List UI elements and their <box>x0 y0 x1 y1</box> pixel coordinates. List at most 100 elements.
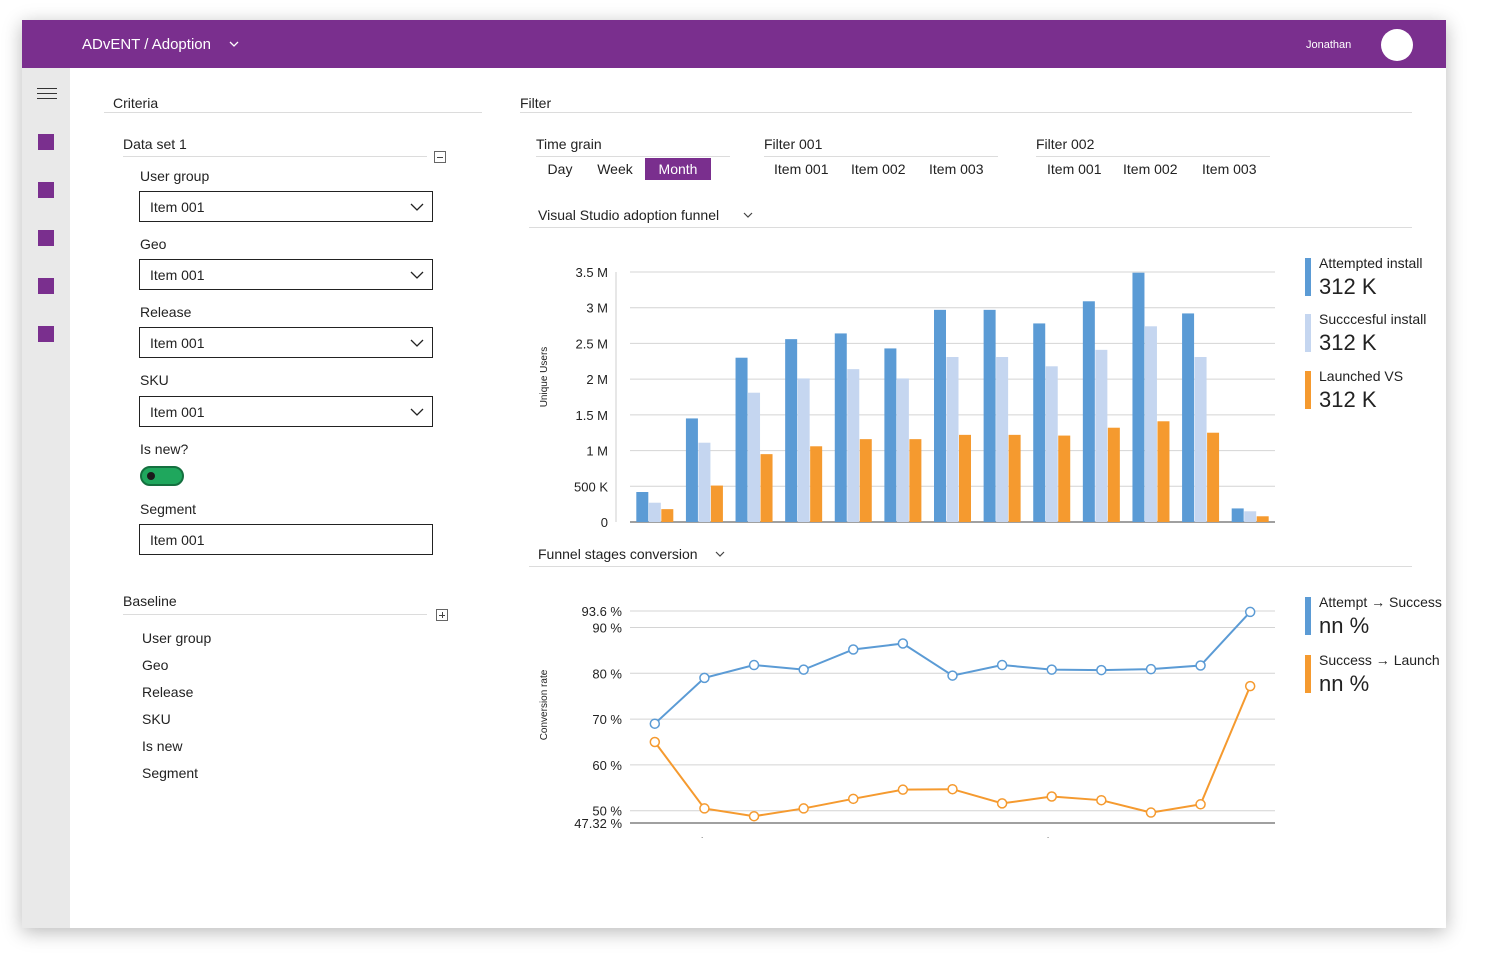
filter-001-item[interactable]: Item 001 <box>774 161 829 177</box>
funnel-chart-title[interactable]: Visual Studio adoption funnel <box>538 207 720 223</box>
time-grain-divider <box>536 156 730 157</box>
y-tick-label: 80 % <box>592 666 622 681</box>
nav-item-5[interactable] <box>38 326 54 342</box>
bar <box>859 439 872 522</box>
expand-baseline-button[interactable] <box>436 609 448 621</box>
time-grain-day[interactable]: Day <box>547 161 573 177</box>
filter-002-item[interactable]: Item 003 <box>1202 161 1257 177</box>
data-point <box>1244 606 1256 618</box>
bar <box>810 446 823 522</box>
data-point <box>848 793 859 805</box>
filter-002-item[interactable]: Item 002 <box>1123 161 1178 177</box>
x-tick-label: Jan 16 <box>983 835 1022 838</box>
chevron-down-icon[interactable] <box>228 38 240 50</box>
app-window: ADvENT / Adoption Jonathan Criteria Data… <box>22 20 1446 928</box>
data-point <box>996 798 1008 809</box>
baseline-item[interactable]: SKU <box>142 711 171 727</box>
bar <box>1132 272 1145 522</box>
is-new-label: Is new? <box>140 441 189 457</box>
bar <box>1244 511 1257 522</box>
x-tick-label: Jun 15 <box>635 835 674 838</box>
data-point <box>848 644 859 655</box>
avatar[interactable] <box>1381 29 1413 61</box>
x-tick-label: Aug 15 <box>733 835 774 838</box>
filter-002-item[interactable]: Item 001 <box>1047 161 1102 177</box>
baseline-item[interactable]: User group <box>142 630 212 646</box>
bar <box>1107 427 1120 522</box>
x-tick-label: Oct 15 <box>834 835 872 838</box>
bar <box>1058 435 1071 522</box>
sku-dropdown[interactable]: Item 001 <box>139 396 433 427</box>
data-point <box>1096 794 1107 806</box>
nav-item-4[interactable] <box>38 278 54 294</box>
y-tick-label: 1 M <box>586 444 608 459</box>
baseline-item[interactable]: Is new <box>142 738 183 754</box>
chevron-down-icon[interactable] <box>715 549 725 559</box>
y-tick-label: 1.5 M <box>575 408 608 423</box>
filter-002-divider <box>1036 156 1270 157</box>
nav-item-2[interactable] <box>38 182 54 198</box>
x-tick-label: Jun 16 <box>1231 534 1270 535</box>
collapse-dataset-button[interactable] <box>434 151 446 163</box>
data-point <box>798 664 809 675</box>
release-dropdown[interactable]: Item 001 <box>139 327 433 358</box>
app-title[interactable]: ADvENT / Adoption <box>82 36 211 53</box>
legend-swatch <box>1305 655 1311 693</box>
sku-label: SKU <box>140 372 169 388</box>
conversion-chart-title[interactable]: Funnel stages conversion <box>538 546 698 562</box>
nav-item-1[interactable] <box>38 134 54 150</box>
conversion-chart-divider <box>529 566 1412 567</box>
segment-label: Segment <box>140 501 197 517</box>
bar <box>1207 432 1220 522</box>
bar <box>909 439 922 522</box>
legend-name: Succcesful install <box>1319 311 1427 327</box>
data-point <box>649 718 661 729</box>
geo-dropdown[interactable]: Item 001 <box>139 259 433 290</box>
criteria-heading: Criteria <box>113 95 159 111</box>
x-tick-label: Dec 15 <box>932 835 973 838</box>
data-point <box>1195 660 1206 671</box>
chevron-down-icon[interactable] <box>743 210 753 220</box>
legend-item: Success → Launch nn % <box>1305 652 1465 696</box>
bar <box>983 309 996 522</box>
x-tick-label: Jul 15 <box>687 534 722 535</box>
x-tick-label: Nov 15 <box>882 835 923 838</box>
conversion-line-chart: 47.32 %50 % 60 % 70 % 80 % 90 %93.6 % Convers… <box>539 604 1275 838</box>
data-point <box>1244 680 1256 692</box>
baseline-item[interactable]: Segment <box>142 765 199 781</box>
time-grain-week[interactable]: Week <box>597 161 633 177</box>
funnel-chart-divider <box>529 227 1412 228</box>
bar <box>996 357 1009 522</box>
user-name[interactable]: Jonathan <box>1306 39 1352 51</box>
x-tick-label: May 16 <box>1179 534 1222 535</box>
dataset-divider <box>123 156 427 157</box>
nav-item-3[interactable] <box>38 230 54 246</box>
data-point <box>996 659 1008 671</box>
filter-001-item[interactable]: Item 003 <box>929 161 984 177</box>
y-tick-label: 500 K <box>574 479 608 494</box>
x-tick-label: Jan 16 <box>983 534 1022 535</box>
release-value: Item 001 <box>150 335 205 351</box>
user-group-dropdown[interactable]: Item 001 <box>139 191 433 222</box>
hamburger-icon[interactable] <box>37 88 57 101</box>
baseline-item[interactable]: Geo <box>142 657 169 673</box>
is-new-toggle[interactable] <box>140 466 184 486</box>
segment-value: Item 001 <box>150 532 205 548</box>
legend-swatch <box>1305 258 1311 296</box>
baseline-item[interactable]: Release <box>142 684 194 700</box>
data-point <box>748 659 760 671</box>
x-tick-label: Aug 15 <box>733 534 774 535</box>
time-grain-month[interactable]: Month <box>645 158 711 180</box>
bar <box>1082 301 1095 522</box>
y-tick-label: 0 <box>601 515 608 530</box>
bar <box>748 392 761 522</box>
y-tick-label: 90 % <box>592 620 622 635</box>
x-tick-label: May 16 <box>1179 835 1222 838</box>
x-tick-label: Feb 16 <box>1031 534 1071 535</box>
x-tick-label: Feb 16 <box>1031 835 1071 838</box>
segment-input[interactable]: Item 001 <box>139 524 433 555</box>
x-tick-label: Dec 15 <box>932 534 973 535</box>
y-tick-label: 70 % <box>592 712 622 727</box>
filter-001-item[interactable]: Item 002 <box>851 161 906 177</box>
sidebar <box>22 68 70 928</box>
